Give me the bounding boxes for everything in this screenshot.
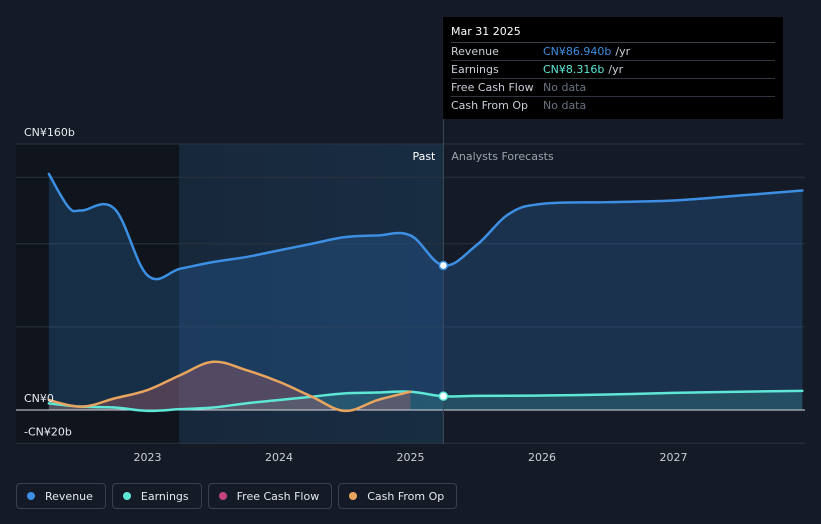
tooltip-label: Free Cash Flow <box>451 81 534 94</box>
tooltip-row-revenue: Revenue CN¥86.940b /yr <box>451 43 775 61</box>
earnings-highlight-point <box>438 391 449 401</box>
revenue-area <box>48 173 803 410</box>
free-cash-flow-dot-icon <box>218 492 227 500</box>
revenue-line <box>47 172 804 281</box>
earnings-area <box>48 390 803 411</box>
tooltip-value: CN¥8.316b <box>543 63 605 76</box>
series-lines <box>47 172 804 413</box>
tooltip-label: Cash From Op <box>451 99 529 112</box>
legend-item-free-cash-flow[interactable]: Free Cash Flow <box>207 483 333 509</box>
y-tick-label: CN¥0 <box>24 392 54 405</box>
legend-item-cash-from-op[interactable]: Cash From Op <box>338 483 458 509</box>
tooltip-unit: /yr <box>615 45 631 58</box>
legend-label: Cash From Op <box>367 489 445 503</box>
legend-label: Free Cash Flow <box>236 489 320 503</box>
x-tick-label: 2024 <box>265 451 293 464</box>
tooltip: Mar 31 2025 Revenue CN¥86.940b /yr Earni… <box>443 17 783 119</box>
past-dark-region <box>16 144 180 444</box>
earnings-dot-icon <box>122 492 131 500</box>
legend-label: Earnings <box>140 489 189 503</box>
legend: Revenue Earnings Free Cash Flow Cash Fro… <box>16 483 458 509</box>
legend-item-earnings[interactable]: Earnings <box>111 483 202 509</box>
cash-from-op-area <box>48 361 411 411</box>
tooltip-unit: /yr <box>608 63 624 76</box>
revenue-highlight-point <box>438 260 449 271</box>
cash-from-op-line <box>47 360 412 413</box>
tooltip-label: Earnings <box>451 63 499 76</box>
x-tick-label: 2027 <box>660 451 688 464</box>
series-fills <box>48 173 803 411</box>
y-tick-label: -CN¥20b <box>24 425 72 438</box>
past-label: Past <box>412 150 436 163</box>
y-tick-label: CN¥160b <box>24 126 75 139</box>
y-axis-labels: CN¥160b CN¥0 -CN¥20b <box>24 126 75 438</box>
earnings-line <box>47 389 804 413</box>
gridlines <box>16 143 805 444</box>
x-tick-label: 2023 <box>134 451 162 464</box>
tooltip-date: Mar 31 2025 <box>451 23 775 43</box>
legend-label: Revenue <box>45 489 93 503</box>
tooltip-label: Revenue <box>451 45 499 58</box>
tooltip-row-cash-from-op: Cash From Op No data <box>451 97 775 114</box>
x-axis-labels: 2023 2024 2025 2026 2027 <box>134 451 688 464</box>
x-tick-label: 2025 <box>397 451 425 464</box>
highlight-points <box>438 260 449 401</box>
x-tick-label: 2026 <box>528 451 556 464</box>
tooltip-row-earnings: Earnings CN¥8.316b /yr <box>451 61 775 79</box>
tooltip-value: No data <box>543 99 587 112</box>
legend-item-revenue[interactable]: Revenue <box>16 483 106 509</box>
tooltip-value: No data <box>543 81 587 94</box>
revenue-dot-icon <box>27 492 35 500</box>
cash-from-op-dot-icon <box>349 492 358 500</box>
tooltip-row-free-cash-flow: Free Cash Flow No data <box>451 79 775 97</box>
tooltip-value: CN¥86.940b <box>543 45 612 58</box>
forecast-label: Analysts Forecasts <box>451 150 554 163</box>
